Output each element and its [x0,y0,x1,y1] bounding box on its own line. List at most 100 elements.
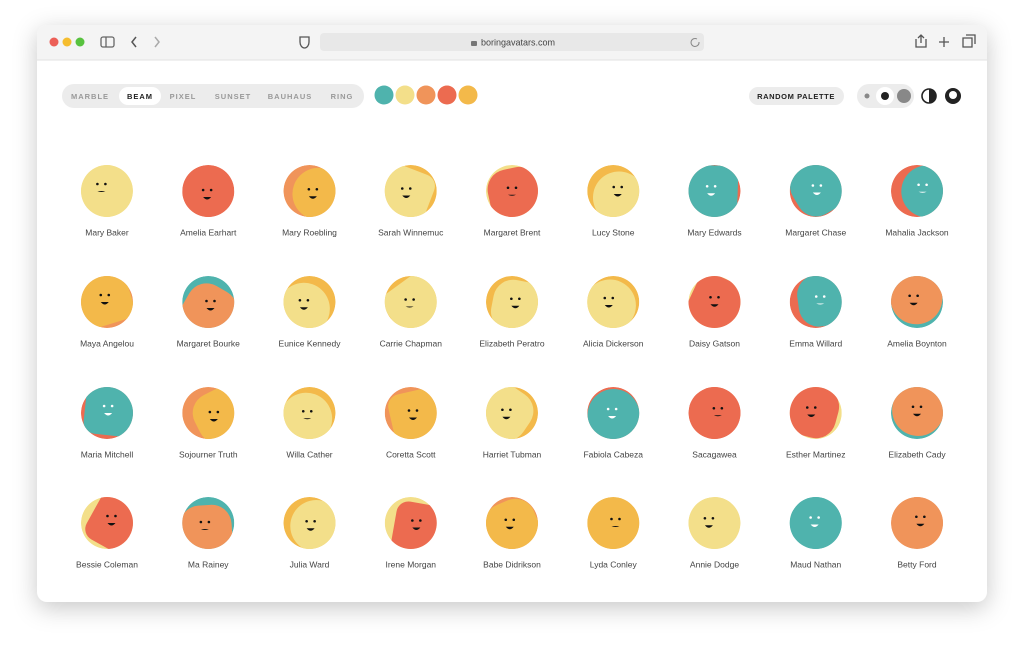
avatar-name[interactable]: Lyda Conley [590,559,638,569]
eye [925,183,928,187]
avatar[interactable] [679,495,741,554]
avatar-name[interactable]: Alicia Dickerson [583,338,644,348]
avatar[interactable] [583,493,652,562]
avatar-name[interactable]: Mary Edwards [687,227,741,237]
avatar-name[interactable]: Daisy Gatson [689,338,740,348]
mouth [508,194,516,196]
eye [720,406,724,410]
avatar-name[interactable]: Sacagawea [692,449,737,459]
avatar-name[interactable]: Mary Roebling [282,227,337,237]
variant-tab[interactable]: PIXEL [170,92,197,101]
size-small[interactable] [864,93,870,99]
avatar-name[interactable]: Margaret Chase [785,227,846,237]
palette-color[interactable] [395,85,415,105]
github-icon[interactable] [945,88,961,104]
avatar-name[interactable]: Carrie Chapman [380,338,443,348]
avatar[interactable] [81,381,140,439]
avatar[interactable] [478,493,546,561]
palette-color[interactable] [374,85,394,105]
avatar-name[interactable]: Julia Ward [290,559,330,569]
eye [703,516,707,520]
palette-color[interactable] [437,85,457,105]
variant-tab[interactable]: MARBLE [71,92,109,101]
avatar-name[interactable]: Emma Willard [789,338,842,348]
avatar[interactable] [484,163,546,225]
avatar[interactable] [182,381,256,451]
avatar-name[interactable]: Amelia Earhart [180,227,237,237]
avatar-name[interactable]: Elizabeth Cady [888,449,946,459]
avatar[interactable] [576,272,644,340]
avatar-name[interactable]: Elizabeth Peratro [479,338,544,348]
avatar[interactable] [880,262,953,335]
avatar-name[interactable]: Margaret Bourke [177,338,241,348]
avatar[interactable] [682,269,751,338]
avatar-name[interactable]: Maya Angelou [80,338,134,348]
reload-icon[interactable] [690,38,700,47]
eye [917,183,920,187]
mouth [505,526,514,530]
avatar-name[interactable]: Fabiola Cabeza [583,449,643,459]
avatar[interactable] [280,490,353,563]
avatar[interactable] [685,165,741,219]
avatar-name[interactable]: Amelia Boynton [887,338,947,348]
avatar[interactable] [587,387,640,441]
avatar[interactable] [783,153,854,224]
size-large[interactable] [897,89,911,103]
avatar-name[interactable]: Willa Cather [286,449,332,459]
avatar-name[interactable]: Sojourner Truth [179,449,238,459]
address-bar[interactable] [320,33,704,51]
shield-icon[interactable] [299,36,310,49]
new-tab-icon[interactable] [939,37,949,47]
mouth [611,526,620,527]
avatar[interactable] [469,376,541,448]
avatar-name[interactable]: Eunice Kennedy [279,338,342,348]
variant-tab[interactable]: RING [331,92,354,101]
random-palette-label[interactable]: RANDOM PALETTE [757,92,835,101]
avatar-name[interactable]: Annie Dodge [690,559,739,569]
avatar-name[interactable]: Ma Rainey [188,559,229,569]
variant-tab[interactable]: BEAM [127,92,153,101]
avatar-name[interactable]: Lucy Stone [592,227,635,237]
avatar-name[interactable]: Coretta Scott [386,449,436,459]
avatar-shape [789,497,842,549]
avatar-name[interactable]: Babe Didrikson [483,559,541,569]
avatar[interactable] [780,486,853,559]
random-palette-button[interactable] [749,87,844,105]
avatar[interactable] [72,266,137,331]
palette-color[interactable] [416,85,436,105]
minimize-button[interactable] [62,37,72,47]
avatar-shape [290,500,336,549]
zoom-button[interactable] [75,37,85,47]
eye [819,184,823,187]
variant-tab[interactable]: SUNSET [215,92,251,101]
contrast-icon[interactable] [921,88,937,104]
palette-color[interactable] [458,85,478,105]
avatar-name[interactable]: Bessie Coleman [76,559,138,569]
avatar-name[interactable]: Mahalia Jackson [885,227,949,237]
back-button[interactable] [131,36,137,48]
avatar-name[interactable]: Sarah Winnemuc [378,227,444,237]
tabs-icon[interactable] [962,34,976,48]
avatar-name[interactable]: Maud Nathan [790,559,841,569]
avatar-name[interactable]: Mary Baker [85,227,129,237]
avatar-name[interactable]: Esther Martinez [786,449,846,459]
eye [606,407,610,411]
avatar[interactable] [273,385,340,452]
avatar-name[interactable]: Betty Ford [897,559,936,569]
eye [419,519,422,522]
selected-tab[interactable] [119,87,161,105]
size-medium[interactable] [881,92,889,100]
avatar[interactable] [891,493,952,549]
avatar-name[interactable]: Irene Morgan [385,559,436,569]
close-button[interactable] [49,37,59,47]
variant-tab[interactable]: BAUHAUS [268,92,313,101]
avatar[interactable] [780,379,844,443]
avatar-name[interactable]: Margaret Brent [484,227,541,237]
avatar[interactable] [179,165,237,228]
sidebar-icon[interactable] [100,36,115,48]
avatar-name[interactable]: Harriet Tubman [483,449,542,459]
share-icon[interactable] [915,34,927,48]
avatar[interactable] [885,377,951,443]
forward-button[interactable] [154,36,160,48]
avatar-name[interactable]: Maria Mitchell [81,449,134,459]
